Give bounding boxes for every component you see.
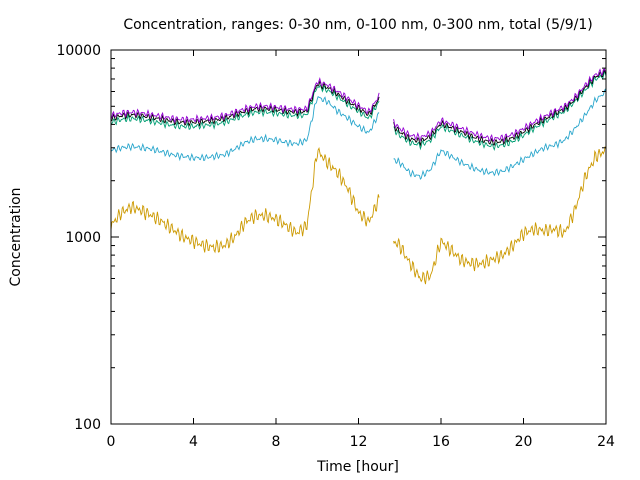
series-layer	[110, 68, 607, 285]
x-tick-label: 8	[272, 434, 281, 450]
y-tick-label: 100	[74, 417, 101, 433]
y-tick-label: 1000	[65, 230, 101, 246]
series-line-2	[110, 88, 607, 180]
series-line-4	[110, 68, 607, 147]
x-tick-label: 24	[597, 434, 615, 450]
x-axis-label: Time [hour]	[316, 459, 399, 475]
series-line-3	[110, 71, 607, 152]
series-line-1	[110, 145, 607, 285]
series-line-5	[110, 68, 607, 143]
x-tick-label: 12	[350, 434, 368, 450]
chart-title: Concentration, ranges: 0-30 nm, 0-100 nm…	[123, 17, 592, 33]
x-axis: 0 4 8 12 16 20 24	[107, 50, 615, 450]
x-tick-label: 16	[432, 434, 450, 450]
y-tick-label: 10000	[56, 43, 101, 59]
y-axis-label: Concentration	[8, 187, 24, 286]
x-tick-label: 0	[107, 434, 116, 450]
x-tick-label: 20	[515, 434, 533, 450]
y-axis: 100 1000 10000	[56, 43, 606, 433]
x-tick-label: 4	[189, 434, 198, 450]
